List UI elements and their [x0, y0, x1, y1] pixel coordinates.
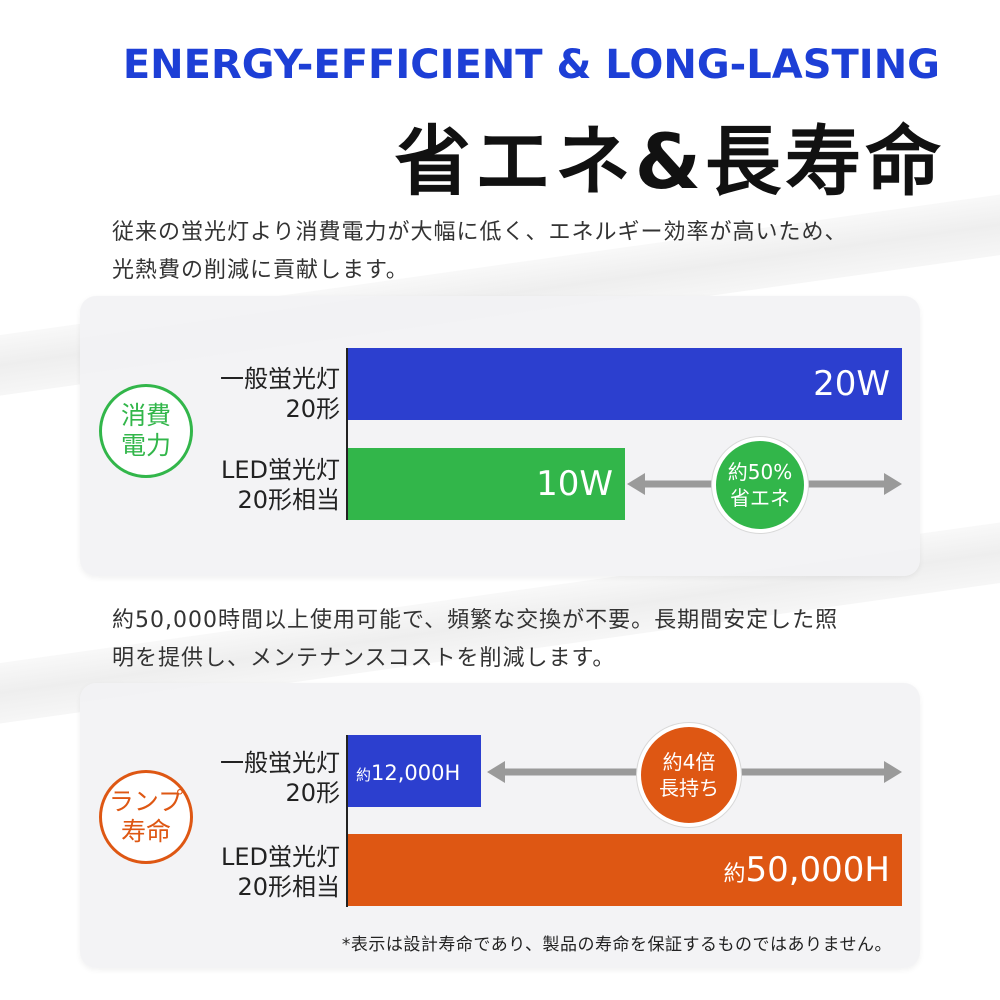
life-row-label-led: LED蛍光灯 20形相当 — [180, 842, 340, 902]
life-value-prefix-led: 約 — [723, 862, 746, 887]
power-value-label-led: 10W — [536, 464, 613, 504]
power-row-label-conventional-line-1: 一般蛍光灯 — [220, 365, 340, 393]
life-row-label-conventional-line-2: 20形 — [285, 779, 340, 807]
life-row-label-led-line-1: LED蛍光灯 — [220, 843, 340, 871]
life-category-label-line-2: 寿命 — [120, 817, 171, 846]
life-value-number-conventional: 12,000H — [371, 761, 461, 785]
description-power: 従来の蛍光灯より消費電力が大幅に低く、エネルギー効率が高いため、 光熱費の削減に… — [112, 214, 912, 290]
power-saving-badge-line-2: 省エネ — [730, 486, 790, 510]
description-power-line-2: 光熱費の削減に貢献します。 — [112, 258, 409, 283]
headline-english: ENERGY-EFFICIENT & LONG-LASTING — [122, 42, 940, 88]
description-life-line-1: 約50,000時間以上使用可能で、頻繁な交換が不要。長期間安定した照 — [112, 608, 839, 633]
power-chart-panel — [80, 296, 920, 576]
life-row-label-led-line-2: 20形相当 — [237, 873, 340, 901]
life-chart-panel — [80, 683, 920, 968]
life-chart-axis — [346, 735, 348, 907]
power-value-label-conventional: 20W — [813, 364, 890, 404]
power-bar-led — [348, 448, 625, 520]
life-value-label-conventional: 約12,000H — [356, 753, 460, 795]
power-category-label-line-1: 消費 — [120, 401, 171, 430]
life-bar-conventional — [348, 735, 481, 807]
life-badge-line-2: 長持ち — [659, 776, 719, 800]
power-saving-badge-line-1: 約50% — [727, 460, 793, 484]
life-row-label-conventional: 一般蛍光灯 20形 — [180, 748, 340, 808]
power-category-label-line-2: 電力 — [120, 431, 171, 460]
power-bar-conventional — [348, 348, 902, 420]
power-row-label-led-line-2: 20形相当 — [237, 486, 340, 514]
life-category-label-line-1: ランプ — [108, 787, 184, 816]
power-category-circle: 消費 電力 — [99, 384, 193, 478]
power-chart-axis — [346, 348, 348, 520]
description-life: 約50,000時間以上使用可能で、頻繁な交換が不要。長期間安定した照 明を提供し… — [112, 602, 912, 678]
life-badge: 約4倍 長持ち — [637, 723, 741, 827]
power-saving-badge: 約50% 省エネ — [712, 437, 808, 533]
headline-japanese: 省エネ&長寿命 — [394, 117, 945, 206]
life-category-circle: ランプ 寿命 — [99, 770, 193, 864]
power-row-label-conventional-line-2: 20形 — [285, 395, 340, 423]
footnote: *表示は設計寿命であり、製品の寿命を保証するものではありません。 — [341, 935, 892, 955]
power-row-label-led-line-1: LED蛍光灯 — [220, 456, 340, 484]
description-power-line-1: 従来の蛍光灯より消費電力が大幅に低く、エネルギー効率が高いため、 — [112, 220, 848, 245]
life-value-label-led: 約50,000H — [723, 850, 890, 895]
life-badge-line-1: 約4倍 — [662, 750, 716, 774]
life-value-number-led: 50,000H — [745, 850, 890, 890]
life-bar-led — [348, 834, 902, 906]
power-row-label-conventional: 一般蛍光灯 20形 — [180, 364, 340, 424]
life-row-label-conventional-line-1: 一般蛍光灯 — [220, 749, 340, 777]
power-row-label-led: LED蛍光灯 20形相当 — [180, 455, 340, 515]
life-value-prefix-conventional: 約 — [356, 766, 372, 784]
description-life-line-2: 明を提供し、メンテナンスコストを削減します。 — [112, 646, 616, 671]
